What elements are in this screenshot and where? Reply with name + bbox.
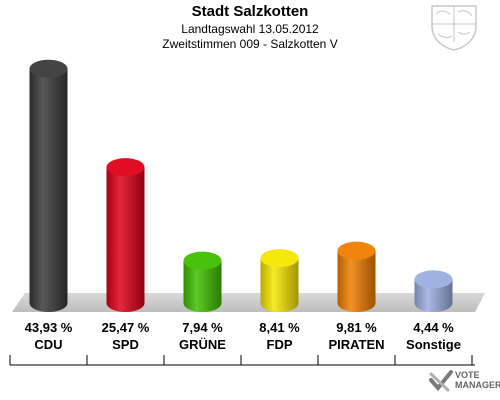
vote-check-icon bbox=[429, 370, 453, 392]
bar-body bbox=[29, 68, 68, 312]
bar-cap bbox=[106, 158, 145, 177]
category-label: PIRATEN bbox=[328, 337, 385, 352]
chart-subtitle-2: Zweitstimmen 009 - Salzkotten V bbox=[162, 37, 338, 51]
bar-cap bbox=[183, 251, 222, 270]
bar-body bbox=[183, 260, 222, 312]
chart-subtitle: Landtagswahl 13.05.2012 bbox=[181, 22, 319, 36]
bar-sonstige bbox=[414, 270, 453, 312]
bar-body bbox=[414, 279, 453, 312]
chart-title: Stadt Salzkotten bbox=[191, 3, 309, 20]
value-label: 4,44 % bbox=[413, 320, 454, 335]
bar-piraten bbox=[337, 241, 376, 312]
value-label: 9,81 % bbox=[336, 320, 377, 335]
bar-cap bbox=[337, 241, 376, 260]
value-label: 43,93 % bbox=[24, 320, 73, 335]
bar-body bbox=[337, 250, 376, 312]
bar-spd bbox=[106, 158, 145, 312]
category-label: Sonstige bbox=[406, 337, 461, 352]
value-label: 8,41 % bbox=[259, 320, 300, 335]
nrw-coat-of-arms-icon bbox=[431, 5, 477, 51]
bar-body bbox=[106, 167, 145, 312]
category-label: FDP bbox=[266, 337, 293, 352]
value-label: 7,94 % bbox=[182, 320, 223, 335]
category-label: SPD bbox=[112, 337, 139, 352]
category-label: CDU bbox=[34, 337, 63, 352]
bar-cap bbox=[29, 59, 68, 78]
bar-body bbox=[260, 258, 299, 312]
bar-cap bbox=[414, 270, 453, 289]
bar-cdu bbox=[29, 59, 68, 312]
logo-line-vote: VOTE bbox=[455, 370, 480, 380]
bar-cap bbox=[260, 249, 299, 268]
chart-floor bbox=[12, 293, 485, 312]
category-label: GRÜNE bbox=[179, 337, 226, 352]
logo-line-manager: MANAGER bbox=[455, 380, 500, 390]
bar-fdp bbox=[260, 249, 299, 312]
vote-manager-logo: VOTE MANAGER bbox=[455, 370, 500, 390]
value-label: 25,47 % bbox=[101, 320, 150, 335]
bar-grüne bbox=[183, 251, 222, 312]
